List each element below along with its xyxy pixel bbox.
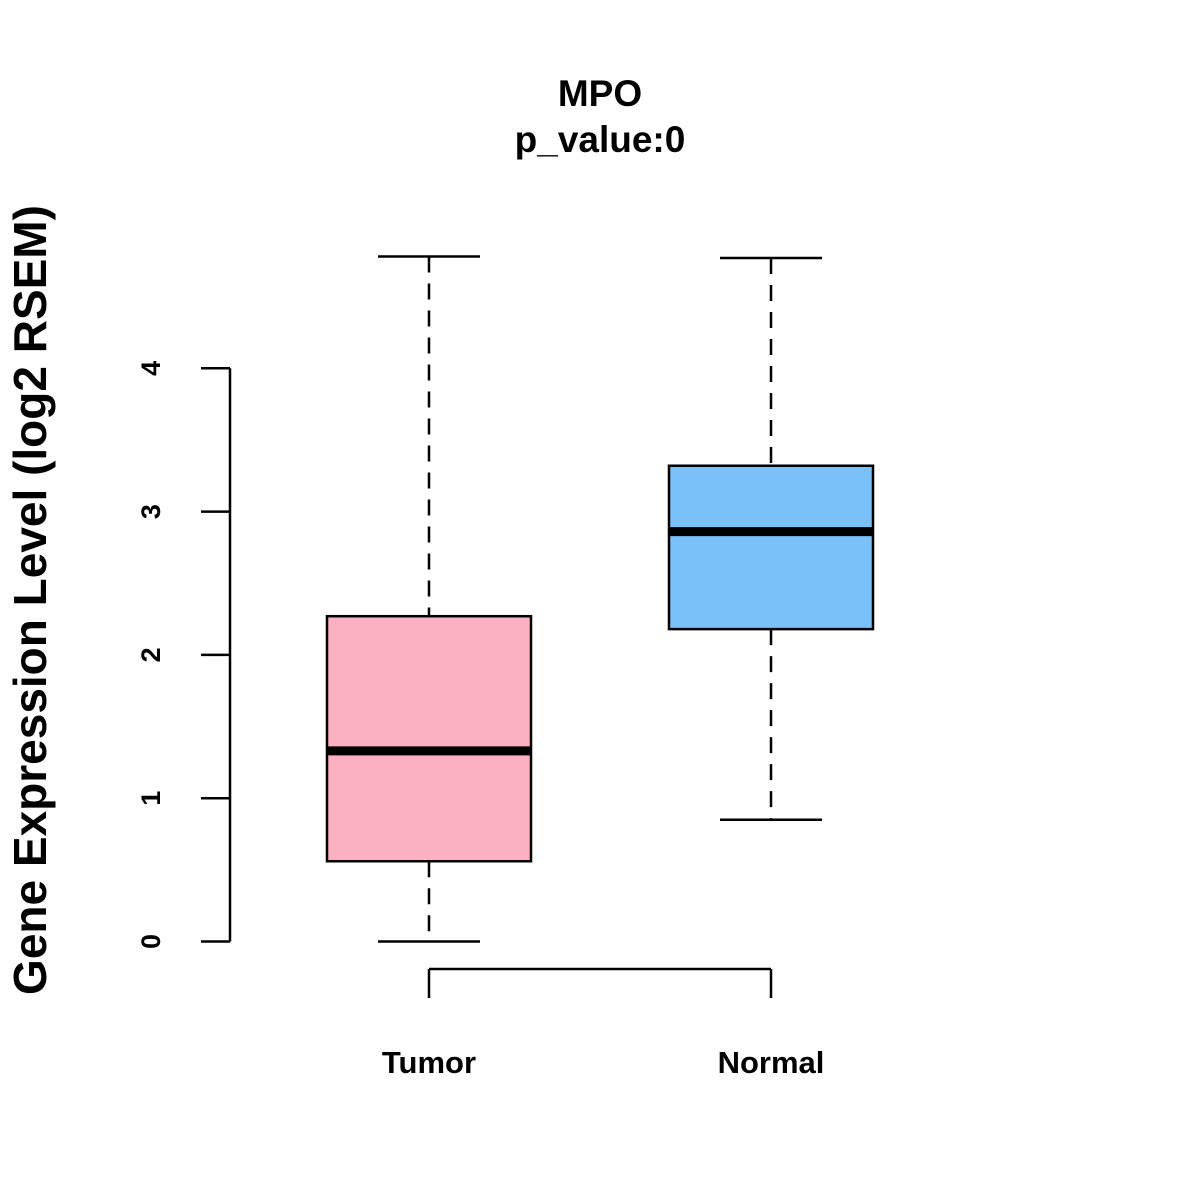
- chart-title: MPO: [558, 73, 642, 114]
- y-tick-label: 1: [136, 791, 166, 806]
- x-tick-label: Tumor: [382, 1045, 476, 1080]
- y-tick-label: 2: [136, 647, 166, 662]
- y-axis: 0 1 2 3 4: [136, 361, 232, 949]
- y-tick-label: 4: [136, 361, 166, 376]
- y-axis-label: Gene Expression Level (log2 RSEM): [4, 205, 56, 995]
- iqr-box: [667, 464, 875, 631]
- x-tick-label: Normal: [718, 1045, 825, 1080]
- boxes: [325, 255, 875, 943]
- box-tumor: [325, 255, 533, 943]
- chart-subtitle: p_value:0: [515, 119, 686, 160]
- x-axis: Tumor Normal: [382, 967, 825, 1080]
- box-normal: [667, 256, 875, 821]
- iqr-box: [325, 614, 533, 863]
- y-tick-label: 0: [136, 934, 166, 949]
- y-tick-label: 3: [136, 504, 166, 519]
